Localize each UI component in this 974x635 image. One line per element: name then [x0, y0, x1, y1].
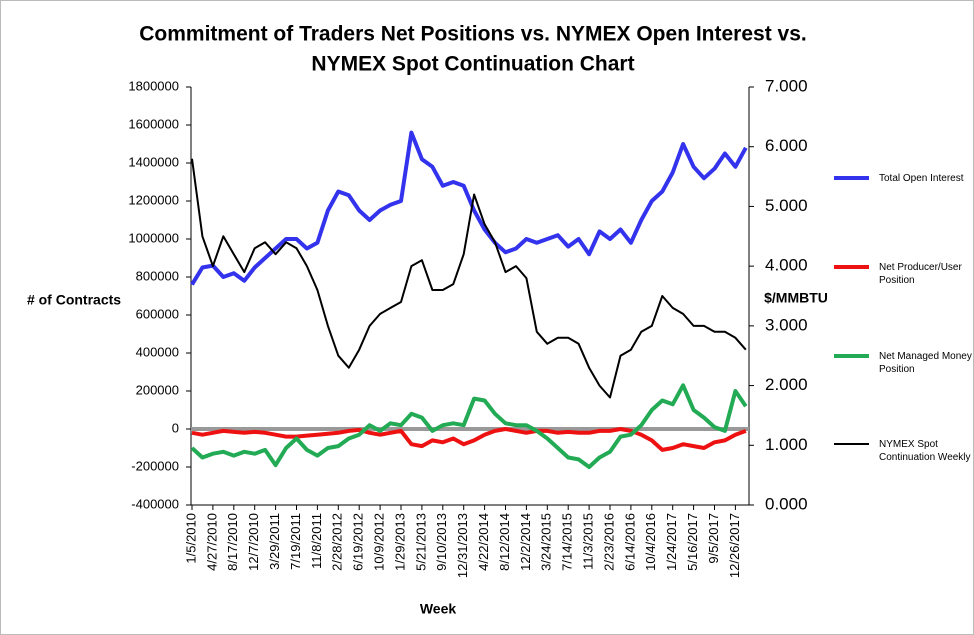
legend-label: Net Producer/User Position [879, 262, 962, 286]
y2-tick-label: 1.000 [765, 435, 808, 454]
y-tick-label: 0 [172, 420, 179, 435]
y-tick-label: 1000000 [128, 230, 179, 245]
y-axis-title: # of Contracts [27, 292, 121, 308]
y2-tick-label: 7.000 [765, 76, 808, 95]
legend-label: Total Open Interest [879, 172, 964, 184]
x-tick-label: 3/29/2011 [267, 513, 282, 570]
x-tick-label: 5/16/2017 [685, 513, 700, 571]
x-tick-label: 11/8/2011 [309, 513, 324, 569]
y-tick-label: 200000 [136, 382, 179, 397]
x-axis-title: Week [420, 601, 457, 617]
x-tick-label: 9/10/2013 [434, 513, 449, 571]
chart-title: NYMEX Spot Continuation Chart [311, 53, 634, 76]
y-tick-label: 1600000 [128, 116, 179, 131]
x-tick-label: 1/24/2017 [664, 513, 679, 571]
x-tick-label: 10/4/2016 [643, 513, 658, 571]
x-tick-label: 9/5/2017 [706, 513, 721, 564]
x-tick-label: 5/21/2013 [413, 513, 428, 571]
series-line [190, 383, 748, 469]
y2-tick-label: 0.000 [765, 494, 808, 513]
y-tick-label: 1200000 [128, 192, 179, 207]
y2-tick-label: 4.000 [765, 256, 808, 275]
x-tick-label: 4/27/2010 [204, 513, 219, 571]
legend-label: Net Managed Money Position [879, 351, 972, 375]
y-tick-label: 600000 [136, 306, 179, 321]
x-tick-label: 12/2/2014 [518, 513, 533, 571]
x-tick-label: 6/19/2012 [351, 513, 366, 571]
x-tick-label: 12/26/2017 [727, 513, 742, 578]
y-tick-label: 800000 [136, 268, 179, 283]
y-tick-label: -400000 [131, 496, 179, 511]
x-tick-label: 2/23/2016 [601, 513, 616, 571]
series-line [191, 158, 747, 399]
y-tick-label: 1400000 [128, 154, 179, 169]
x-tick-label: 6/14/2016 [622, 513, 637, 571]
y2-tick-label: 3.000 [765, 315, 808, 334]
y-tick-label: 400000 [136, 344, 179, 359]
x-tick-label: 4/22/2014 [476, 513, 491, 571]
x-tick-label: 11/3/2015 [581, 513, 596, 570]
x-tick-label: 3/24/2015 [539, 513, 554, 571]
y2-tick-label: 6.000 [765, 136, 808, 155]
y-tick-label: -200000 [131, 458, 179, 473]
series-line [191, 427, 747, 452]
x-tick-label: 8/17/2010 [225, 513, 240, 571]
x-tick-label: 2/28/2012 [330, 513, 345, 571]
series-line [190, 130, 748, 286]
x-tick-label: 1/29/2013 [392, 513, 407, 571]
y2-tick-label: 5.000 [765, 196, 808, 215]
x-tick-label: 7/14/2015 [560, 513, 575, 571]
legend-label: NYMEX Spot Continuation Weekly [879, 439, 971, 463]
x-tick-label: 12/31/2013 [455, 513, 470, 578]
x-tick-label: 1/5/2010 [183, 513, 198, 564]
x-tick-label: 7/19/2011 [288, 513, 303, 570]
chart-title: Commitment of Traders Net Positions vs. … [139, 23, 807, 46]
y-tick-label: 1800000 [128, 78, 179, 93]
x-tick-label: 10/9/2012 [372, 513, 387, 571]
x-tick-label: 8/12/2014 [497, 513, 512, 571]
y2-axis-title: $/MMBTU [764, 290, 828, 306]
y2-tick-label: 2.000 [765, 375, 808, 394]
x-tick-label: 12/7/2010 [246, 513, 261, 571]
